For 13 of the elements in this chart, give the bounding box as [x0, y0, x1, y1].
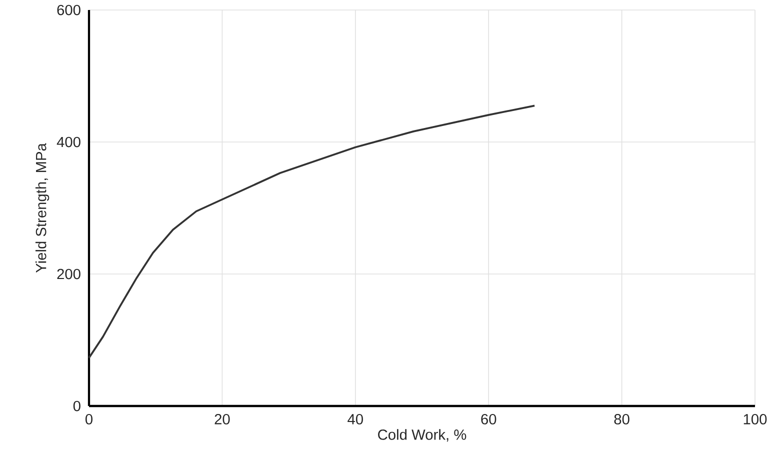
y-tick-label: 200	[57, 268, 80, 280]
y-axis-title: Yield Strength, MPa	[35, 143, 50, 273]
x-tick-label: 20	[214, 414, 230, 424]
y-tick-label: 400	[56, 136, 80, 148]
x-tick-label: 60	[481, 414, 496, 424]
x-tick-label: 100	[744, 414, 767, 424]
line-series	[88, 104, 536, 359]
x-axis-title: Cold Work, %	[378, 429, 466, 442]
y-tick-label: 600	[57, 4, 80, 16]
y-tick-label: 0	[73, 400, 80, 412]
x-tick-label: 0	[85, 414, 92, 424]
x-tick-label: 40	[348, 414, 363, 424]
x-tick-label: 80	[614, 414, 630, 424]
